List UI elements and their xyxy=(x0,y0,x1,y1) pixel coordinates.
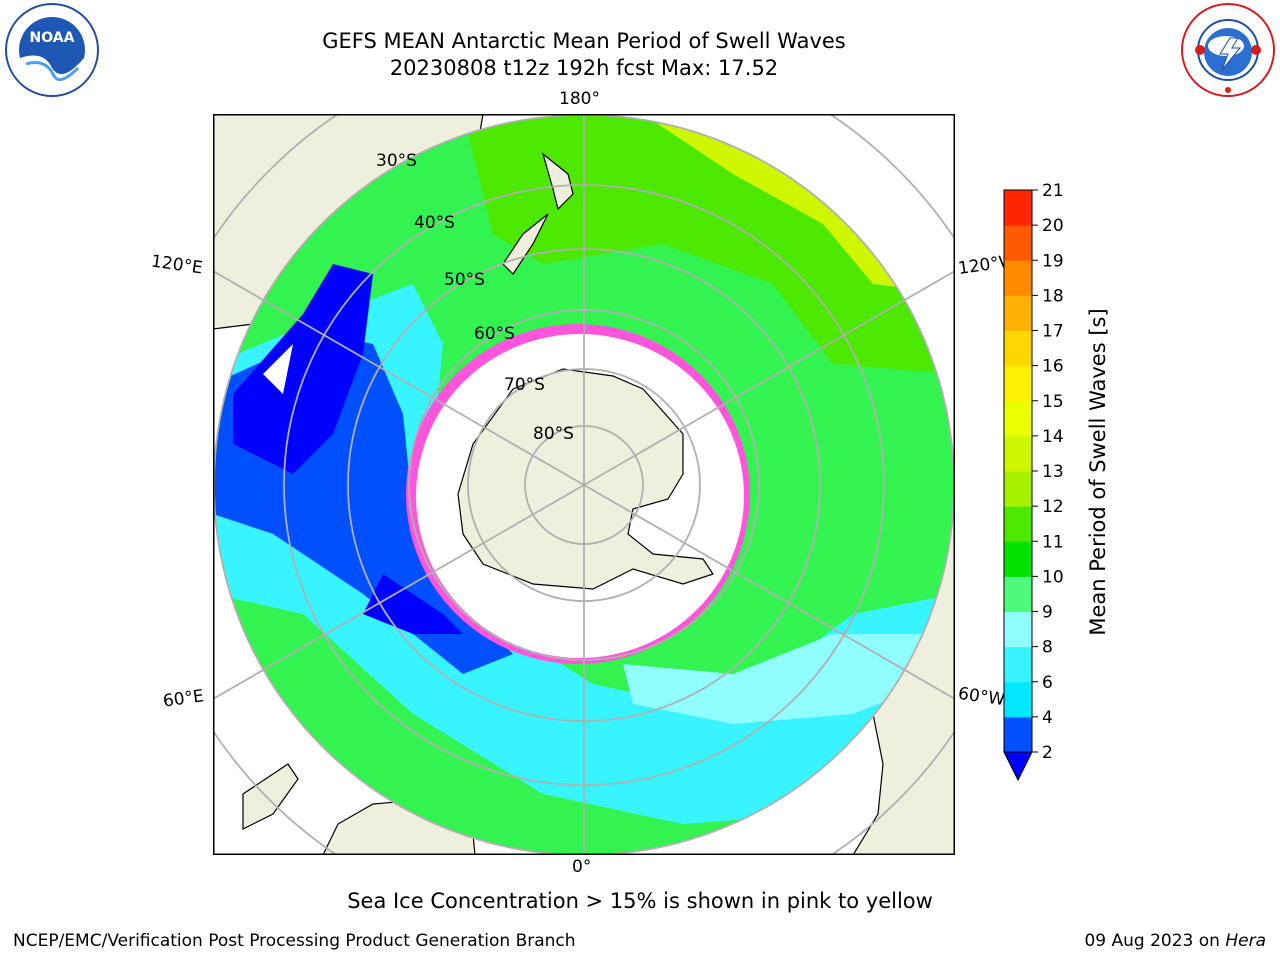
date-stamp: 09 Aug 2023 on Hera xyxy=(1084,931,1266,951)
colorbar-tick-label: 11 xyxy=(1042,532,1064,552)
colorbar-segment xyxy=(1004,190,1032,226)
colorbar-segment xyxy=(1004,330,1032,367)
colorbar-tick-label: 2 xyxy=(1042,743,1053,763)
colorbar-segment xyxy=(1004,716,1032,753)
colorbar-tick-label: 20 xyxy=(1042,216,1064,236)
colorbar-segment xyxy=(1004,681,1032,718)
meridian-label-60e: 60°E xyxy=(161,686,206,712)
colorbar-segment xyxy=(1004,576,1032,612)
colorbar-tick-label: 19 xyxy=(1042,251,1064,271)
latitude-label-50s: 50°S xyxy=(444,270,485,290)
latitude-label-70s: 70°S xyxy=(504,375,545,395)
colorbar-segment xyxy=(1004,400,1032,437)
svg-text:NOAA: NOAA xyxy=(30,30,75,46)
sea-ice-note: Sea Ice Concentration > 15% is shown in … xyxy=(347,889,933,913)
meridian-label-120e: 120°E xyxy=(149,251,204,279)
colorbar-tick-label: 18 xyxy=(1042,286,1064,306)
colorbar-tick-label: 15 xyxy=(1042,392,1064,412)
colorbar-tick-label: 6 xyxy=(1042,673,1053,693)
colorbar-tick-label: 13 xyxy=(1042,462,1064,482)
colorbar-segment xyxy=(1004,365,1032,402)
latitude-label-60s: 60°S xyxy=(474,324,515,344)
colorbar-title: Mean Period of Swell Waves [s] xyxy=(1086,308,1110,636)
colorbar-tick-label: 9 xyxy=(1042,603,1053,623)
polar-map xyxy=(213,114,955,855)
land-madagascar xyxy=(242,763,299,830)
land-antarctica xyxy=(457,368,714,590)
meridian-label-0: 0° xyxy=(572,857,592,877)
colorbar-tick-label: 8 xyxy=(1042,638,1053,658)
machine-name: Hera xyxy=(1225,931,1266,951)
colorbar-tick-label: 4 xyxy=(1042,708,1053,728)
meridian-label-180: 180° xyxy=(559,89,600,109)
colorbar-tick-label: 10 xyxy=(1042,567,1064,587)
colorbar-tick-label: 21 xyxy=(1042,181,1064,201)
colorbar-segment xyxy=(1004,541,1032,577)
noaa-logo: NOAA xyxy=(5,3,99,97)
chart-title: GEFS MEAN Antarctic Mean Period of Swell… xyxy=(322,29,846,53)
latitude-label-40s: 40°S xyxy=(414,213,455,233)
colorbar-segment xyxy=(1004,295,1032,331)
colorbar-tick-label: 12 xyxy=(1042,497,1064,517)
colorbar-tick-label: 16 xyxy=(1042,357,1064,377)
colorbar-segment xyxy=(1004,506,1032,542)
colorbar-segment xyxy=(1004,225,1032,261)
colorbar-tick-label: 17 xyxy=(1042,322,1064,342)
date-text: 09 Aug 2023 on xyxy=(1084,931,1226,951)
colorbar-extend-arrow xyxy=(1003,751,1033,782)
colorbar-segment xyxy=(1004,646,1032,683)
latitude-label-80s: 80°S xyxy=(533,424,574,444)
land-new-zealand xyxy=(502,152,574,275)
credit-text: NCEP/EMC/Verification Post Processing Pr… xyxy=(13,931,576,951)
latitude-label-30s: 30°S xyxy=(376,151,417,171)
nws-logo xyxy=(1181,3,1275,97)
chart-subtitle: 20230808 t12z 192h fcst Max: 17.52 xyxy=(389,56,779,80)
colorbar-segment xyxy=(1004,611,1032,648)
colorbar-segment xyxy=(1004,435,1032,472)
colorbar: 2 4 6 8 9 10 11 12 13 14 15 16 17 18 19 20 21 xyxy=(1003,181,1064,782)
colorbar-tick-label: 14 xyxy=(1042,427,1064,447)
colorbar-segment xyxy=(1004,260,1032,296)
colorbar-segment xyxy=(1004,471,1032,507)
